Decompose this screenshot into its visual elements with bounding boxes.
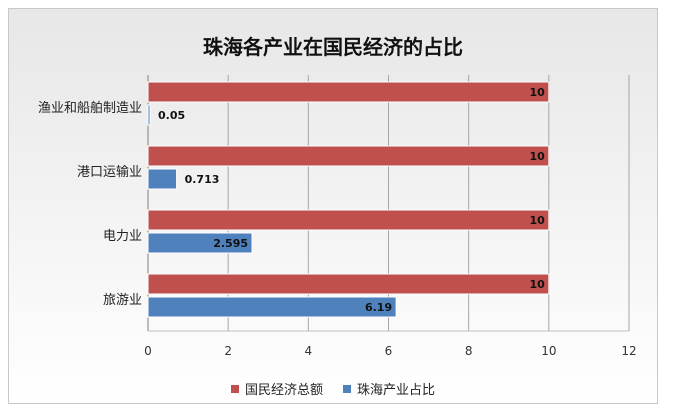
bar [147,145,550,167]
data-label: 10 [530,150,546,163]
data-label: 6.19 [365,301,392,314]
category-label: 旅游业 [103,293,142,308]
legend-swatch-gdp [230,384,239,393]
x-tick-label: 2 [224,344,232,358]
legend-label-gdp: 国民经济总额 [244,383,323,398]
bar [147,104,151,126]
data-label: 10 [530,86,546,99]
bar [147,273,550,295]
chart-area: 珠海各产业在国民经济的占比 0 2 4 6 8 10 12 渔业和船舶制造业 10 0.05 港口运… [8,8,658,404]
x-tick-label: 12 [621,344,636,358]
x-tick-label: 6 [385,344,393,358]
bar [147,168,178,190]
data-label: 10 [530,278,546,291]
bar [147,232,253,254]
x-tick-label: 10 [541,344,556,358]
bar [147,296,397,318]
data-label: 2.595 [213,237,248,250]
plot-area: 0 2 4 6 8 10 12 渔业和船舶制造业 10 0.05 港口运输业 10 0.713 电力业 10… [38,75,637,358]
data-label: 10 [530,214,546,227]
legend-label-share: 珠海产业占比 [357,383,436,398]
x-tick-label: 4 [305,344,313,358]
category-label: 港口运输业 [77,164,142,180]
data-label: 0.713 [185,173,220,186]
data-label: 0.05 [158,109,185,122]
legend-item-gdp: 国民经济总额 [230,379,323,398]
legend: 国民经济总额 珠海产业占比 [9,379,657,398]
legend-swatch-share [343,384,351,393]
x-tick-label: 8 [465,344,473,358]
category-label: 电力业 [103,229,142,244]
chart-title: 珠海各产业在国民经济的占比 [203,35,463,59]
legend-item-share: 珠海产业占比 [343,379,435,398]
category-label: 渔业和船舶制造业 [38,100,142,116]
x-tick-label: 0 [144,344,152,358]
bar [147,81,550,103]
bar [147,209,550,231]
